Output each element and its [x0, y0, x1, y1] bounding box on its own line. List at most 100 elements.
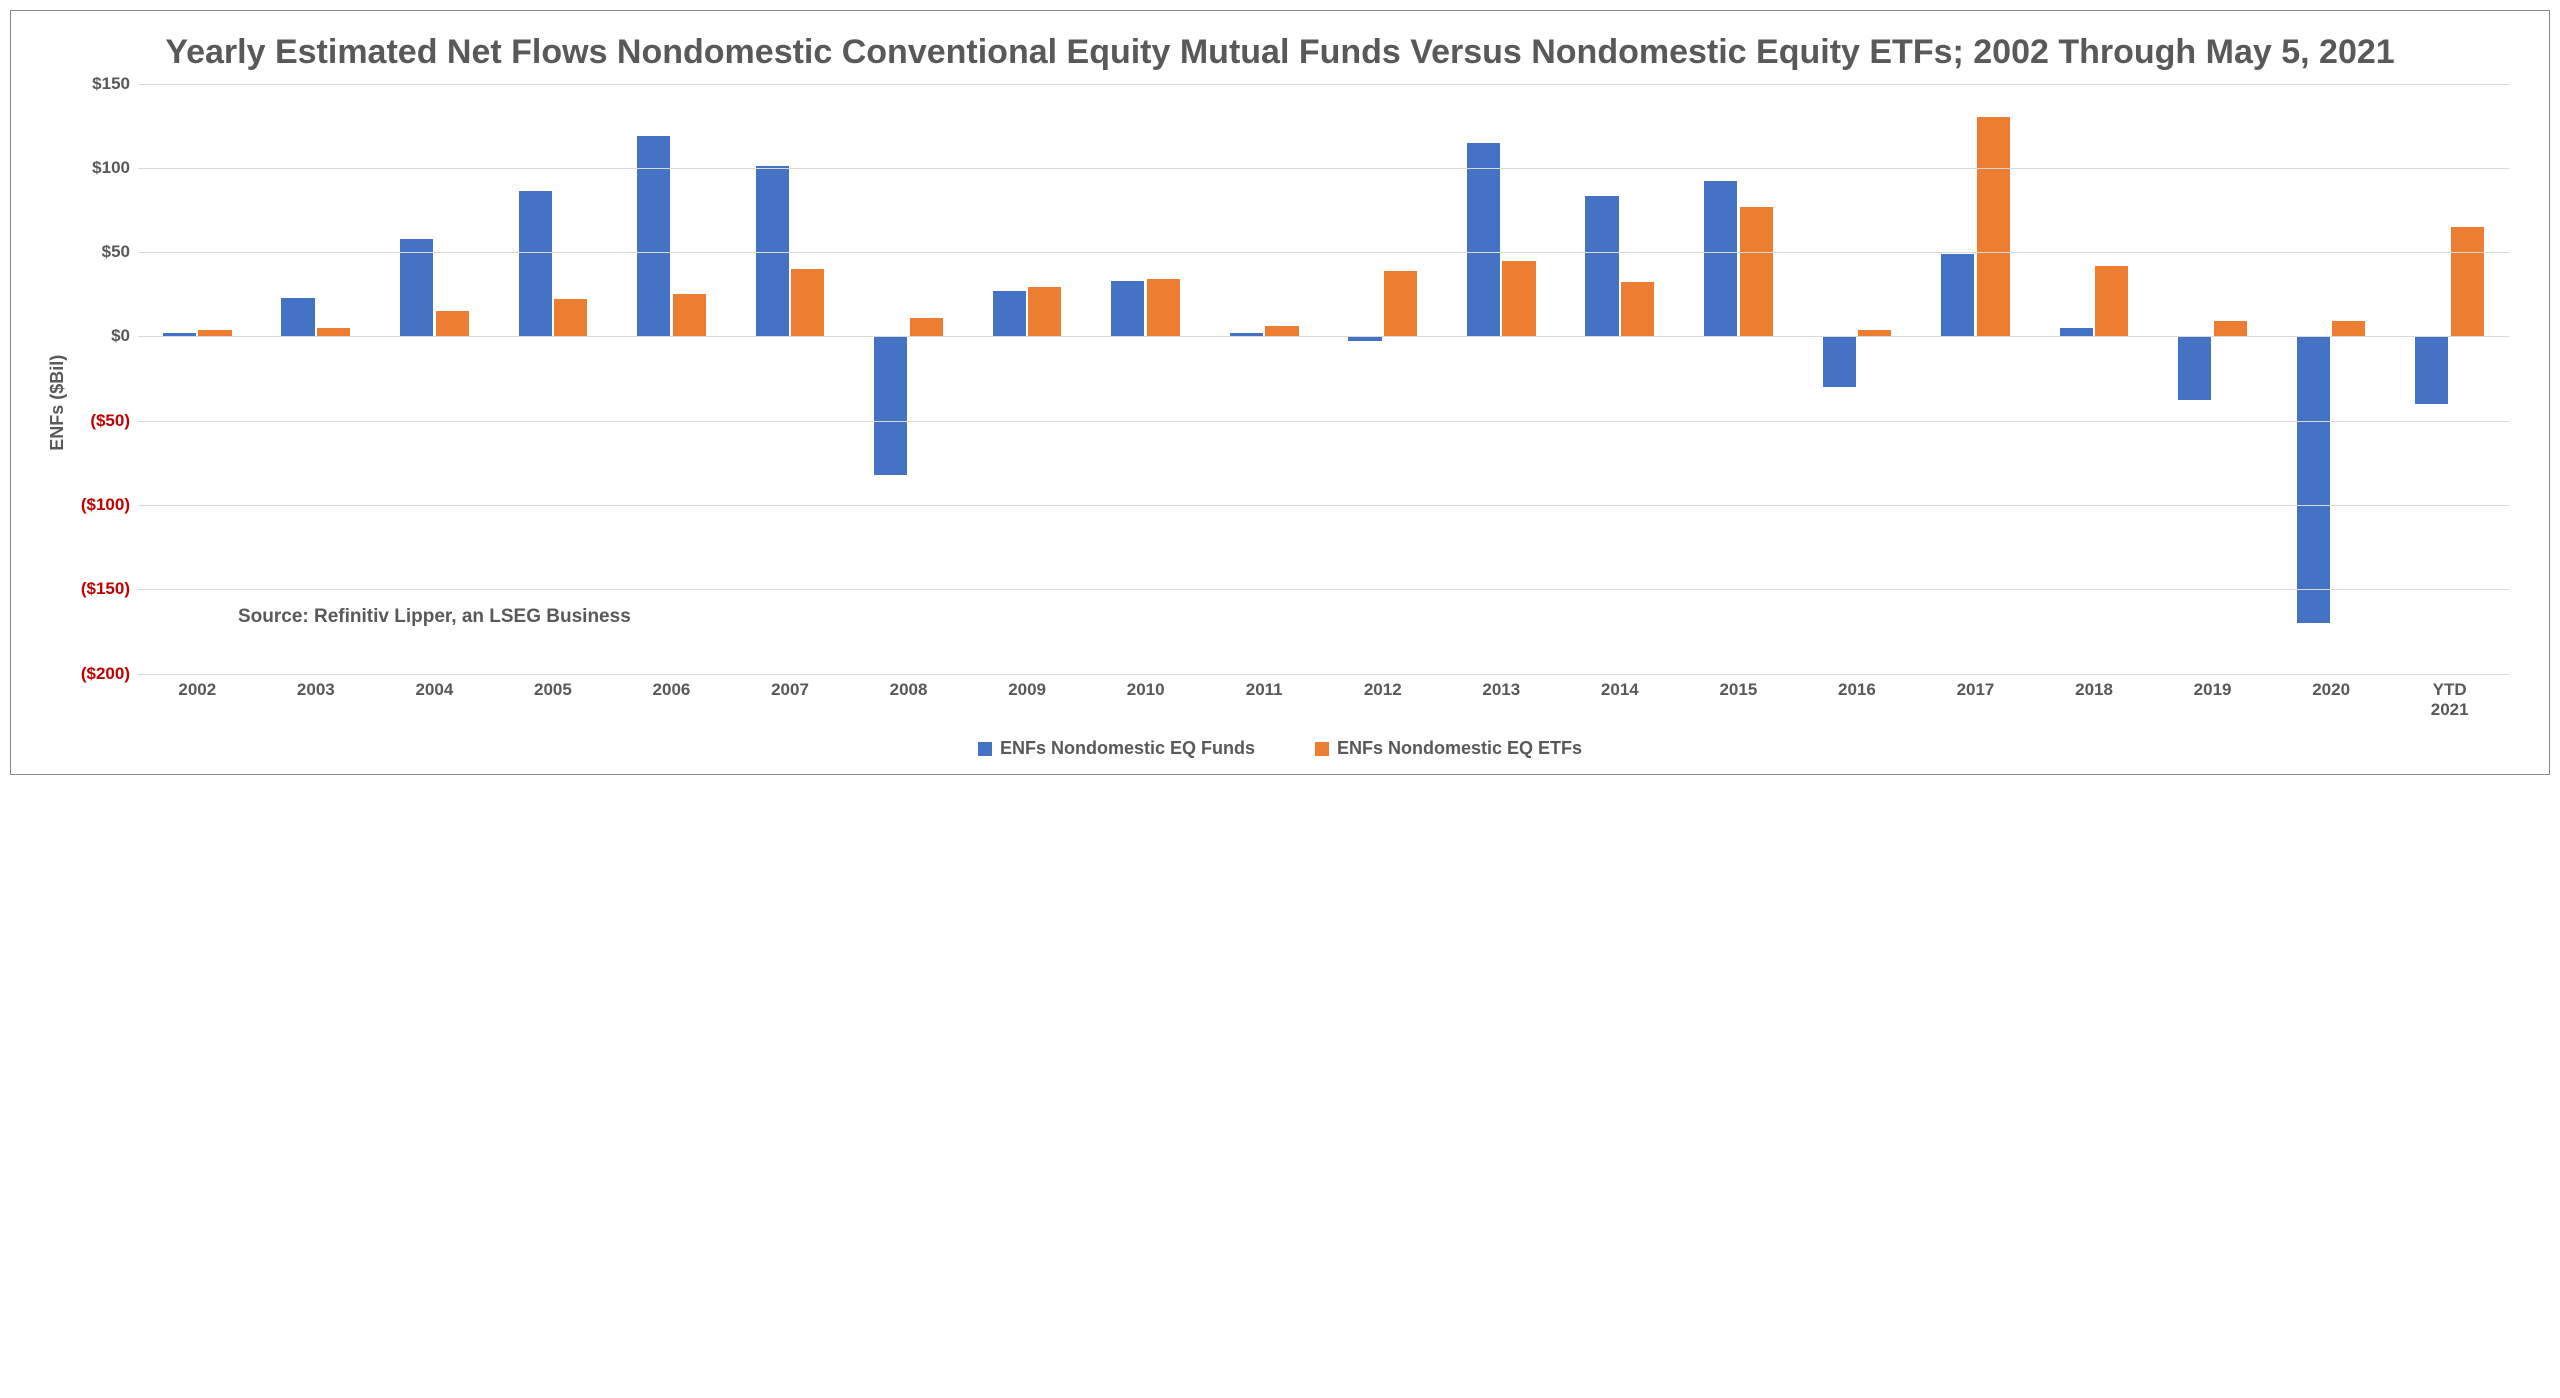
y-tick-label: ($150)	[68, 579, 130, 599]
bar-etfs	[2214, 321, 2247, 336]
x-tick-label: 2005	[494, 680, 613, 721]
bar-funds	[1111, 281, 1144, 337]
gridline	[138, 336, 2509, 337]
x-tick-label: 2013	[1442, 680, 1561, 721]
bar-group	[1086, 84, 1205, 674]
bar-etfs	[791, 269, 824, 336]
bar-funds	[1823, 336, 1856, 387]
bar-funds	[2415, 336, 2448, 403]
bar-group	[257, 84, 376, 674]
gridline	[138, 589, 2509, 590]
gridline	[138, 505, 2509, 506]
gridline	[138, 674, 2509, 675]
y-tick-label: $0	[68, 326, 130, 346]
bar-group	[2153, 84, 2272, 674]
bar-etfs	[910, 318, 943, 337]
bar-group	[612, 84, 731, 674]
bar-funds	[1585, 196, 1618, 336]
bar-group	[2272, 84, 2391, 674]
x-tick-label: 2016	[1798, 680, 1917, 721]
bar-etfs	[1621, 282, 1654, 336]
x-tick-label: 2003	[257, 680, 376, 721]
x-tick-label: 2014	[1561, 680, 1680, 721]
x-tick-label: 2017	[1916, 680, 2035, 721]
source-note: Source: Refinitiv Lipper, an LSEG Busine…	[238, 606, 631, 628]
bar-group	[375, 84, 494, 674]
x-tick-label: 2008	[849, 680, 968, 721]
y-tick-label: ($200)	[68, 664, 130, 684]
bar-group	[1679, 84, 1798, 674]
x-tick-label: 2019	[2153, 680, 2272, 721]
x-tick-label: 2012	[1323, 680, 1442, 721]
y-tick-label: ($50)	[68, 411, 130, 431]
bar-group	[1561, 84, 1680, 674]
bar-group	[1916, 84, 2035, 674]
bar-funds	[637, 136, 670, 337]
bar-group	[968, 84, 1087, 674]
grid-area: Source: Refinitiv Lipper, an LSEG Busine…	[68, 84, 2519, 674]
bar-group	[1323, 84, 1442, 674]
bar-funds	[281, 298, 314, 337]
bar-funds	[400, 239, 433, 337]
bar-group	[731, 84, 850, 674]
x-tick-label: 2010	[1086, 680, 1205, 721]
x-tick-label: 2015	[1679, 680, 1798, 721]
x-tick-label: 2018	[2035, 680, 2154, 721]
y-axis-label: ENFs ($Bil)	[41, 84, 68, 721]
x-axis-labels: 2002200320042005200620072008200920102011…	[138, 680, 2509, 721]
x-tick-label: 2004	[375, 680, 494, 721]
bar-funds	[2297, 336, 2330, 623]
gridline	[138, 252, 2509, 253]
legend-swatch	[978, 742, 992, 756]
bar-funds	[993, 291, 1026, 337]
legend-swatch	[1315, 742, 1329, 756]
bar-funds	[1467, 143, 1500, 337]
bar-group	[1442, 84, 1561, 674]
x-tick-label: YTD2021	[2390, 680, 2509, 721]
bar-etfs	[1502, 261, 1535, 337]
legend-item: ENFs Nondomestic EQ ETFs	[1315, 738, 1582, 759]
bar-etfs	[317, 328, 350, 336]
y-tick-label: ($100)	[68, 495, 130, 515]
gridline	[138, 421, 2509, 422]
x-tick-label: 2009	[968, 680, 1087, 721]
bar-funds	[1704, 181, 1737, 336]
legend-label: ENFs Nondomestic EQ ETFs	[1337, 738, 1582, 759]
bar-group	[138, 84, 257, 674]
bar-group	[2035, 84, 2154, 674]
bar-etfs	[436, 311, 469, 336]
x-tick-label: 2011	[1205, 680, 1324, 721]
bar-etfs	[1858, 330, 1891, 337]
y-tick-label: $50	[68, 242, 130, 262]
bar-funds	[2060, 328, 2093, 336]
plot-wrap: ENFs ($Bil) Source: Refinitiv Lipper, an…	[41, 84, 2519, 721]
bar-etfs	[2332, 321, 2365, 336]
chart-container: Yearly Estimated Net Flows Nondomestic C…	[10, 10, 2550, 775]
bar-group	[1205, 84, 1324, 674]
bar-funds	[2178, 336, 2211, 400]
legend-label: ENFs Nondomestic EQ Funds	[1000, 738, 1255, 759]
bar-etfs	[1384, 271, 1417, 337]
bar-funds	[1941, 254, 1974, 337]
bar-etfs	[554, 299, 587, 336]
bars-area	[138, 84, 2509, 674]
bar-group	[849, 84, 968, 674]
bar-etfs	[1147, 279, 1180, 336]
bar-group	[2390, 84, 2509, 674]
legend: ENFs Nondomestic EQ Funds ENFs Nondomesti…	[41, 738, 2519, 759]
chart-title: Yearly Estimated Net Flows Nondomestic C…	[41, 31, 2519, 74]
bar-etfs	[2451, 227, 2484, 337]
x-tick-label: 2007	[731, 680, 850, 721]
bar-group	[494, 84, 613, 674]
bar-etfs	[1028, 287, 1061, 336]
bar-funds	[519, 191, 552, 336]
gridline	[138, 168, 2509, 169]
bar-group	[1798, 84, 1917, 674]
plot-area: Source: Refinitiv Lipper, an LSEG Busine…	[68, 84, 2519, 721]
bar-etfs	[673, 294, 706, 336]
y-tick-label: $150	[68, 74, 130, 94]
bar-etfs	[2095, 266, 2128, 337]
bar-etfs	[1977, 117, 2010, 336]
x-tick-label: 2002	[138, 680, 257, 721]
x-tick-label: 2006	[612, 680, 731, 721]
